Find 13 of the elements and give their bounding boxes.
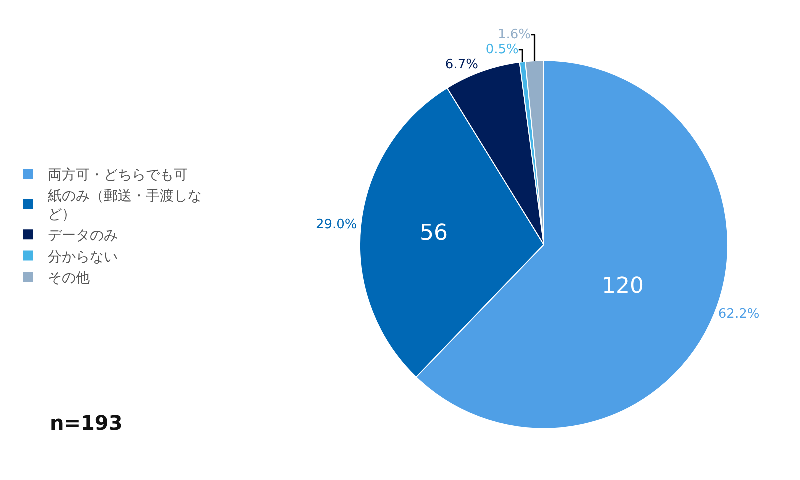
data-label: 0.5%: [486, 42, 519, 58]
data-label: 6.7%: [445, 57, 478, 72]
data-label: 62.2%: [718, 307, 760, 322]
legend-label: その他: [48, 270, 90, 286]
legend-label: 紙のみ（郵送・手渡しなど）: [48, 188, 202, 223]
text: 120: [602, 274, 644, 299]
data-label: 1.6%: [498, 27, 532, 42]
text: n=193: [50, 411, 123, 435]
legend-label: 両方可・どちらでも可: [48, 167, 188, 184]
text: 56: [420, 221, 448, 246]
data-label: 29.0%: [316, 218, 358, 233]
legend-label: データのみ: [48, 228, 118, 244]
legend-label: 分からない: [48, 249, 118, 266]
